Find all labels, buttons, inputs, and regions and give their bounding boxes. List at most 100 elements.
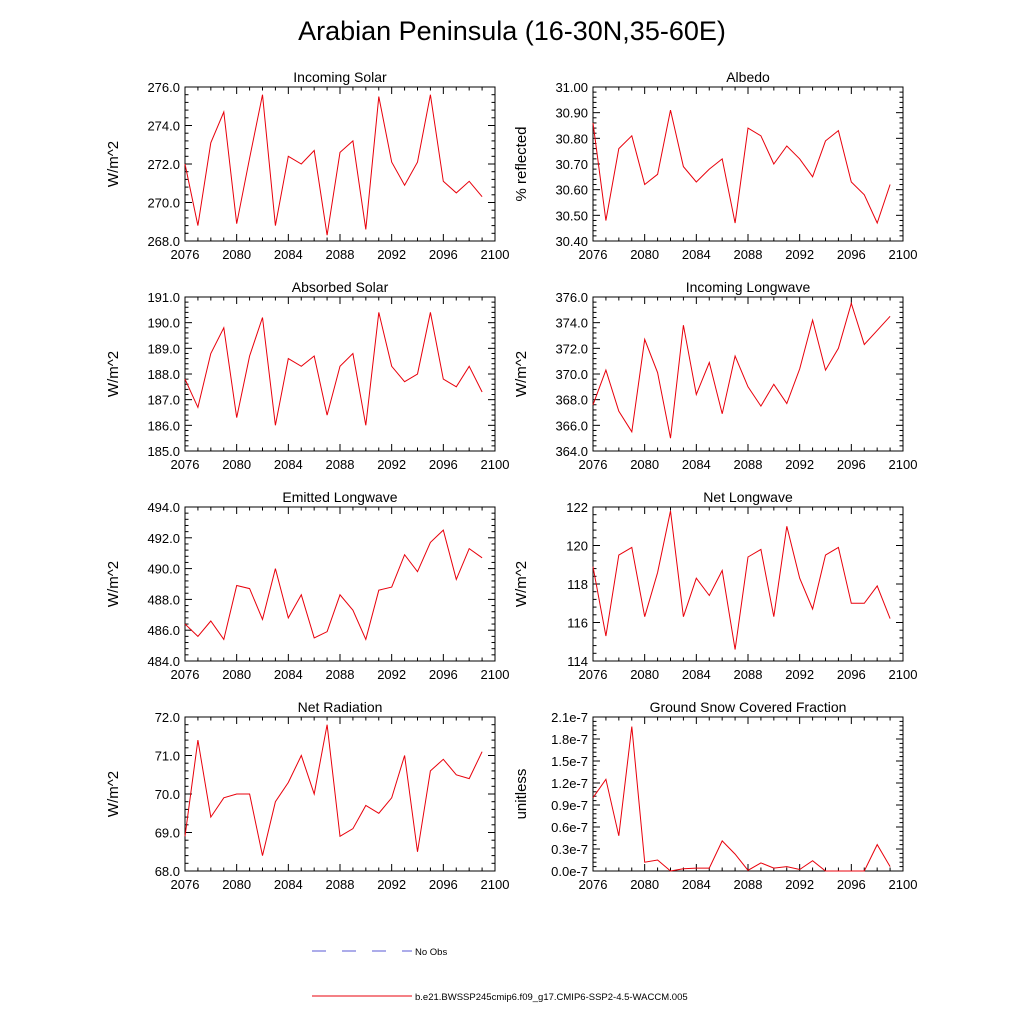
- x-tick-label: 2088: [734, 457, 763, 472]
- plot-frame: [184, 716, 496, 872]
- y-axis-label: W/m^2: [513, 351, 530, 397]
- x-tick-label: 2100: [889, 877, 918, 892]
- y-tick-label: 268.0: [147, 234, 180, 249]
- y-axis-label: W/m^2: [105, 351, 122, 397]
- plot-frame: [184, 296, 496, 452]
- panel-ground-snow-covered-fraction: Ground Snow Covered Fraction unitless 2076…: [513, 699, 917, 892]
- x-tick-label: 2096: [429, 877, 458, 892]
- y-tick-label: 189.0: [147, 341, 180, 356]
- x-tick-label: 2100: [481, 457, 510, 472]
- y-tick-label: 188.0: [147, 367, 180, 382]
- x-tick-label: 2088: [326, 457, 355, 472]
- x-tick-label: 2080: [222, 667, 251, 682]
- x-tick-label: 2092: [785, 667, 814, 682]
- y-tick-label: 116: [567, 616, 588, 631]
- plot-frame: [184, 86, 496, 242]
- x-tick-label: 2100: [481, 247, 510, 262]
- y-tick-label: 366.0: [555, 418, 588, 433]
- legend: No Obs b.e21.BWSSP245cmip6.f09_g17.CMIP6…: [312, 947, 688, 1003]
- legend-model-label: b.e21.BWSSP245cmip6.f09_g17.CMIP6-SSP2-4…: [415, 992, 688, 1003]
- x-tick-label: 2100: [481, 877, 510, 892]
- y-tick-label: 376.0: [555, 290, 588, 305]
- x-tick-label: 2076: [171, 457, 200, 472]
- x-tick-label: 2096: [837, 877, 866, 892]
- x-tick-label: 2092: [377, 667, 406, 682]
- x-tick-label: 2088: [734, 247, 763, 262]
- x-tick-label: 2076: [171, 877, 200, 892]
- x-tick-label: 2088: [326, 877, 355, 892]
- x-tick-label: 2096: [837, 667, 866, 682]
- x-tick-label: 2080: [630, 877, 659, 892]
- y-tick-label: 490.0: [147, 562, 180, 577]
- y-tick-label: 191.0: [147, 290, 180, 305]
- x-tick-label: 2088: [326, 667, 355, 682]
- series-line: [184, 312, 483, 426]
- x-tick-label: 2100: [481, 667, 510, 682]
- panel-title: Albedo: [726, 69, 770, 85]
- x-tick-label: 2084: [274, 457, 303, 472]
- x-tick-label: 2084: [682, 457, 711, 472]
- y-tick-label: 374.0: [555, 316, 588, 331]
- panel-title: Net Radiation: [298, 699, 383, 715]
- plot-frame: [184, 506, 496, 662]
- y-axis-label: W/m^2: [105, 141, 122, 187]
- y-tick-label: 68.0: [155, 864, 180, 879]
- y-tick-label: 364.0: [555, 444, 588, 459]
- x-tick-label: 2096: [429, 667, 458, 682]
- y-tick-label: 488.0: [147, 592, 180, 607]
- panel-albedo: Albedo % reflected 2076 2080 2084 2088 2092 209…: [513, 69, 917, 262]
- x-tick-label: 2076: [579, 877, 608, 892]
- x-tick-label: 2100: [889, 667, 918, 682]
- y-tick-label: 0.0e-7: [551, 864, 588, 879]
- y-tick-label: 0.6e-7: [551, 820, 588, 835]
- x-tick-label: 2084: [274, 667, 303, 682]
- x-tick-label: 2092: [377, 247, 406, 262]
- y-tick-label: 486.0: [147, 623, 180, 638]
- y-tick-label: 114: [567, 654, 588, 669]
- panel-title: Incoming Solar: [293, 69, 387, 85]
- y-tick-label: 0.3e-7: [551, 842, 588, 857]
- x-tick-label: 2096: [837, 457, 866, 472]
- panel-title: Emitted Longwave: [282, 489, 397, 505]
- x-tick-label: 2084: [682, 667, 711, 682]
- y-axis-label: % reflected: [513, 126, 530, 201]
- y-tick-label: 276.0: [147, 80, 180, 95]
- figure-title: Arabian Peninsula (16-30N,35-60E): [298, 16, 726, 46]
- panel-absorbed-solar: Absorbed Solar W/m^2 2076 2080 2084 2088 2092 2…: [105, 279, 509, 472]
- x-tick-label: 2084: [682, 877, 711, 892]
- y-tick-label: 185.0: [147, 444, 180, 459]
- y-tick-label: 30.70: [555, 157, 588, 172]
- y-tick-label: 72.0: [155, 710, 180, 725]
- x-tick-label: 2076: [579, 667, 608, 682]
- legend-no-obs-label: No Obs: [415, 947, 447, 958]
- series-line: [184, 724, 483, 856]
- y-tick-label: 190.0: [147, 316, 180, 331]
- x-tick-label: 2080: [222, 247, 251, 262]
- series-line: [592, 510, 891, 650]
- y-tick-label: 30.60: [555, 183, 588, 198]
- x-tick-label: 2088: [734, 667, 763, 682]
- y-tick-label: 2.1e-7: [551, 710, 588, 725]
- x-tick-label: 2092: [377, 457, 406, 472]
- y-tick-label: 118: [567, 577, 588, 592]
- y-tick-label: 370.0: [555, 367, 588, 382]
- y-tick-label: 30.80: [555, 131, 588, 146]
- panel-title: Net Longwave: [703, 489, 793, 505]
- y-tick-label: 274.0: [147, 119, 180, 134]
- panel-incoming-solar: Incoming Solar W/m^2 2076 2080 2084 2088 2092 2…: [105, 69, 509, 262]
- y-tick-label: 0.9e-7: [551, 798, 588, 813]
- panel-emitted-longwave: Emitted Longwave W/m^2 2076 2080 2084 2088 209…: [105, 489, 509, 682]
- x-tick-label: 2100: [889, 457, 918, 472]
- series-line: [592, 109, 891, 225]
- x-tick-label: 2076: [171, 667, 200, 682]
- panel-title: Ground Snow Covered Fraction: [650, 699, 847, 715]
- y-tick-label: 1.2e-7: [551, 776, 588, 791]
- panel-title: Incoming Longwave: [686, 279, 811, 295]
- x-tick-label: 2080: [630, 457, 659, 472]
- panel-title: Absorbed Solar: [292, 279, 389, 295]
- series-line: [592, 726, 891, 872]
- x-tick-label: 2080: [630, 667, 659, 682]
- y-axis-label: W/m^2: [105, 771, 122, 817]
- x-tick-label: 2096: [429, 457, 458, 472]
